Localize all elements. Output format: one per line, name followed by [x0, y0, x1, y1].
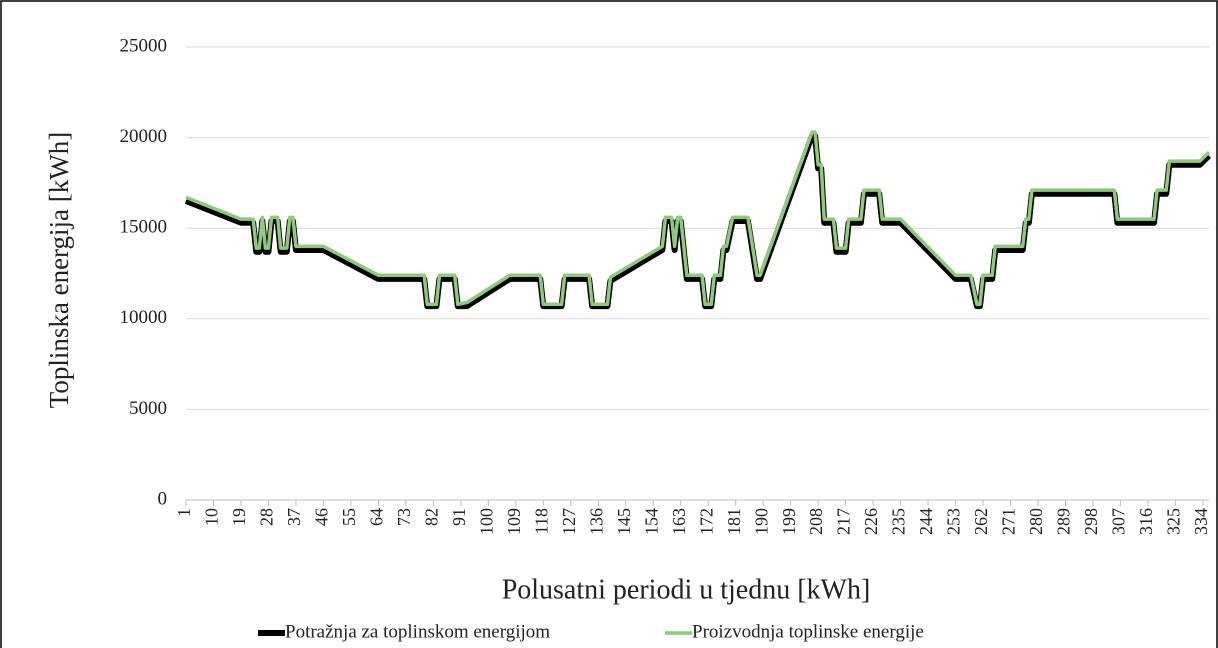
x-tick-label: 1: [174, 508, 194, 517]
x-tick-label: 307: [1109, 508, 1129, 535]
x-tick-label: 244: [916, 508, 936, 535]
x-tick-label: 316: [1136, 508, 1156, 535]
x-tick-label: 28: [257, 508, 277, 526]
x-tick-label: 271: [999, 508, 1019, 535]
x-tick-label: 280: [1026, 508, 1046, 535]
x-tick-label: 127: [559, 508, 579, 535]
x-tick-label: 208: [806, 508, 826, 535]
y-axis-title: Toplinska energija [kWh]: [44, 132, 74, 409]
x-tick-label: 118: [531, 508, 551, 534]
x-tick-label: 172: [696, 508, 716, 535]
x-tick-label: 235: [889, 508, 909, 535]
y-tick-label: 0: [158, 488, 168, 509]
x-tick-label: 73: [394, 508, 414, 526]
x-tick-label: 145: [614, 508, 634, 535]
x-axis-title: Polusatni periodi u tjednu [kWh]: [502, 574, 871, 605]
x-tick-label: 325: [1164, 508, 1184, 535]
legend-label: Proizvodnja toplinske energije: [692, 621, 924, 642]
x-tick-label: 82: [421, 508, 441, 526]
x-tick-label: 37: [284, 508, 304, 526]
x-tick-label: 262: [971, 508, 991, 535]
series-line: [185, 130, 1211, 307]
x-tick-label: 163: [669, 508, 689, 535]
x-tick-label: 55: [339, 508, 359, 526]
y-tick-label: 10000: [120, 307, 168, 328]
x-tick-label: 298: [1081, 508, 1101, 535]
x-tick-label: 190: [751, 508, 771, 535]
x-tick-label: 10: [202, 508, 222, 526]
x-tick-label: 217: [834, 508, 854, 535]
legend-label: Potražnja za toplinskom energijom: [285, 621, 550, 642]
y-tick-label: 25000: [120, 35, 168, 56]
y-tick-label: 5000: [129, 398, 167, 419]
y-tick-label: 15000: [120, 217, 168, 238]
x-tick-label: 289: [1054, 508, 1074, 535]
series-line: [184, 132, 1212, 310]
x-tick-label: 334: [1191, 508, 1211, 535]
x-tick-label: 181: [724, 508, 744, 535]
x-tick-label: 91: [449, 508, 469, 526]
x-tick-label: 46: [312, 508, 332, 526]
x-tick-label: 253: [944, 508, 964, 535]
x-tick-label: 64: [367, 508, 387, 526]
y-tick-label: 20000: [120, 126, 168, 147]
x-tick-label: 109: [504, 508, 524, 535]
x-tick-label: 199: [779, 508, 799, 535]
x-tick-label: 154: [641, 508, 661, 535]
x-tick-label: 136: [586, 508, 606, 535]
x-tick-label: 19: [229, 508, 249, 526]
x-tick-label: 100: [476, 508, 496, 535]
x-tick-label: 226: [861, 508, 881, 535]
